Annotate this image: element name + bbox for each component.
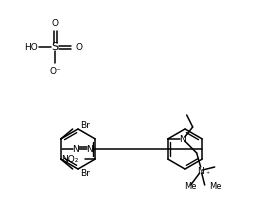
- Text: Me: Me: [185, 182, 197, 191]
- Text: N: N: [197, 166, 204, 176]
- Text: S: S: [51, 42, 59, 52]
- Text: Me: Me: [209, 182, 221, 191]
- Text: N: N: [86, 145, 93, 153]
- Text: Br: Br: [80, 168, 90, 178]
- Text: N: N: [179, 135, 186, 143]
- Text: ⁺: ⁺: [206, 171, 210, 179]
- Text: O: O: [76, 43, 82, 51]
- Text: HO: HO: [24, 43, 38, 51]
- Text: O: O: [51, 18, 59, 28]
- Text: O⁻: O⁻: [49, 66, 61, 76]
- Text: Br: Br: [80, 120, 90, 130]
- Text: N: N: [72, 145, 79, 153]
- Text: NO₂: NO₂: [60, 155, 78, 163]
